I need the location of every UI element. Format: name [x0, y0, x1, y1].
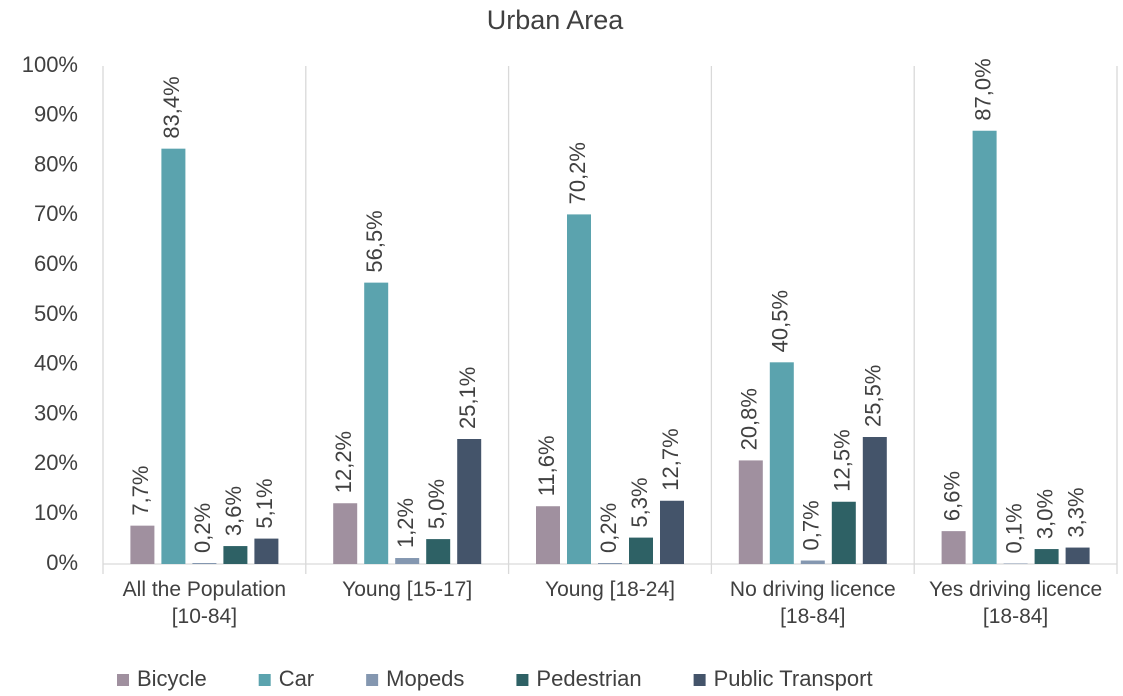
y-tick-label: 90% — [34, 102, 78, 127]
y-tick-label: 30% — [34, 400, 78, 425]
data-label: 0,1% — [1001, 503, 1026, 553]
bar — [536, 506, 560, 564]
bar — [972, 130, 997, 565]
y-tick-label: 20% — [34, 450, 78, 475]
bar — [738, 460, 763, 564]
data-label: 87,0% — [970, 58, 995, 120]
bar — [457, 439, 482, 564]
bar — [395, 558, 420, 564]
bar — [598, 563, 622, 564]
x-tick-label: No driving licence [18-84] — [729, 578, 896, 629]
data-label: 25,5% — [861, 365, 886, 427]
y-tick-label: 80% — [34, 151, 78, 176]
bar — [364, 282, 389, 564]
legend-swatch — [258, 674, 271, 686]
data-label: 3,0% — [1032, 489, 1057, 539]
data-label: 3,6% — [221, 486, 246, 536]
data-label: 83,4% — [159, 76, 184, 138]
legend-label: Bicycle — [137, 666, 207, 691]
y-tick-label: 10% — [34, 500, 78, 525]
bar — [1034, 549, 1059, 564]
data-label: 5,0% — [424, 479, 449, 529]
y-tick-label: 70% — [34, 201, 78, 226]
data-label: 0,7% — [799, 500, 824, 550]
data-label: 7,7% — [128, 465, 153, 515]
data-label: 1,2% — [393, 498, 418, 548]
legend-label: Car — [279, 666, 314, 691]
bar — [192, 563, 217, 564]
data-label: 56,5% — [362, 210, 387, 272]
data-label: 5,1% — [252, 478, 277, 528]
data-label: 40,5% — [768, 290, 793, 352]
data-label: 0,2% — [190, 503, 215, 553]
legend-label: Mopeds — [386, 666, 464, 691]
y-tick-label: 60% — [34, 251, 78, 276]
bar — [130, 525, 155, 564]
x-tick-label: Young [15-17] — [342, 578, 473, 601]
bar — [660, 500, 684, 564]
bar — [567, 214, 591, 565]
bar — [223, 546, 248, 564]
legend-label: Pedestrian — [536, 666, 641, 691]
x-tick-label: Yes driving licence [18-84] — [929, 578, 1103, 629]
bar — [831, 501, 856, 564]
y-tick-label: 100% — [22, 52, 78, 77]
data-label: 11,6% — [534, 435, 559, 496]
data-label: 6,6% — [939, 471, 964, 521]
data-label: 20,8% — [737, 388, 762, 450]
bar — [254, 538, 279, 564]
legend-swatch — [117, 674, 129, 686]
data-label: 12,7% — [658, 428, 683, 490]
chart-title: Urban Area — [487, 5, 625, 35]
x-tick-label: All the Population [10-84] — [122, 578, 287, 629]
legend-swatch — [693, 674, 706, 686]
y-tick-label: 50% — [34, 301, 78, 326]
data-label: 5,3% — [627, 477, 652, 527]
bar — [426, 539, 451, 564]
bar — [800, 560, 825, 564]
data-label: 0,2% — [596, 503, 621, 553]
data-label: 3,3% — [1063, 487, 1088, 537]
bar — [333, 503, 358, 564]
bar — [629, 537, 653, 564]
x-tick-label: Young [18-24] — [544, 578, 675, 601]
bar — [941, 531, 966, 564]
legend-swatch — [366, 674, 379, 686]
y-tick-label: 40% — [34, 351, 78, 376]
bar — [862, 437, 887, 564]
data-label: 70,2% — [565, 142, 590, 204]
legend-swatch — [516, 674, 529, 686]
y-tick-label: 0% — [46, 550, 78, 575]
legend-label: Public Transport — [714, 666, 873, 691]
bar — [1065, 547, 1090, 564]
data-label: 25,1% — [455, 367, 480, 429]
bar — [161, 148, 186, 564]
data-label: 12,5% — [830, 429, 855, 491]
bar — [769, 362, 794, 564]
data-label: 12,2% — [331, 431, 356, 493]
